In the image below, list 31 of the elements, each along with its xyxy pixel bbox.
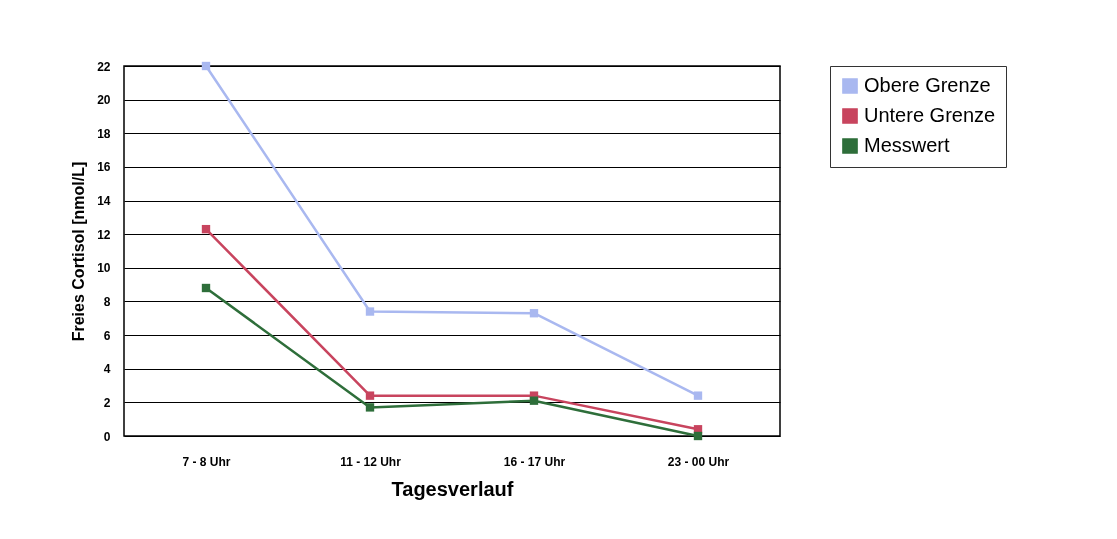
y-tick-label: 20 — [97, 93, 111, 108]
x-tick-label: 11 - 12 Uhr — [340, 454, 402, 469]
x-tick-label: 7 - 8 Uhr — [182, 454, 231, 469]
y-tick-label: 22 — [97, 59, 111, 74]
y-tick-label: 2 — [103, 395, 111, 410]
point — [365, 403, 375, 412]
x-axis-title: Tagesverlauf — [391, 477, 514, 500]
legend-label: Obere Grenze — [864, 74, 991, 96]
y-tick-label: 4 — [103, 362, 111, 377]
point — [529, 309, 539, 318]
y-axis-title: Freies Cortisol [nmol/L] — [70, 161, 88, 342]
point — [693, 431, 703, 441]
point — [201, 283, 211, 293]
x-tick-label: 23 - 00 Uhr — [667, 454, 730, 469]
y-tick-label: 10 — [97, 261, 111, 276]
point — [529, 396, 539, 405]
x-tick-label: 16 - 17 Uhr — [503, 454, 566, 469]
y-tick-label: 18 — [97, 126, 111, 141]
y-tick-label: 0 — [103, 429, 111, 444]
y-tick-label: 14 — [97, 194, 111, 209]
legend-label: Untere Grenze — [864, 104, 996, 126]
point — [693, 391, 703, 400]
point — [365, 307, 375, 316]
point — [201, 61, 211, 71]
y-tick-label: 8 — [103, 294, 111, 309]
y-tick-label: 12 — [97, 227, 111, 242]
y-tick-label: 6 — [103, 328, 111, 343]
y-tick-label: 16 — [97, 160, 111, 175]
legend-label: Messwert — [864, 134, 951, 156]
point — [365, 391, 375, 400]
point — [201, 224, 211, 234]
